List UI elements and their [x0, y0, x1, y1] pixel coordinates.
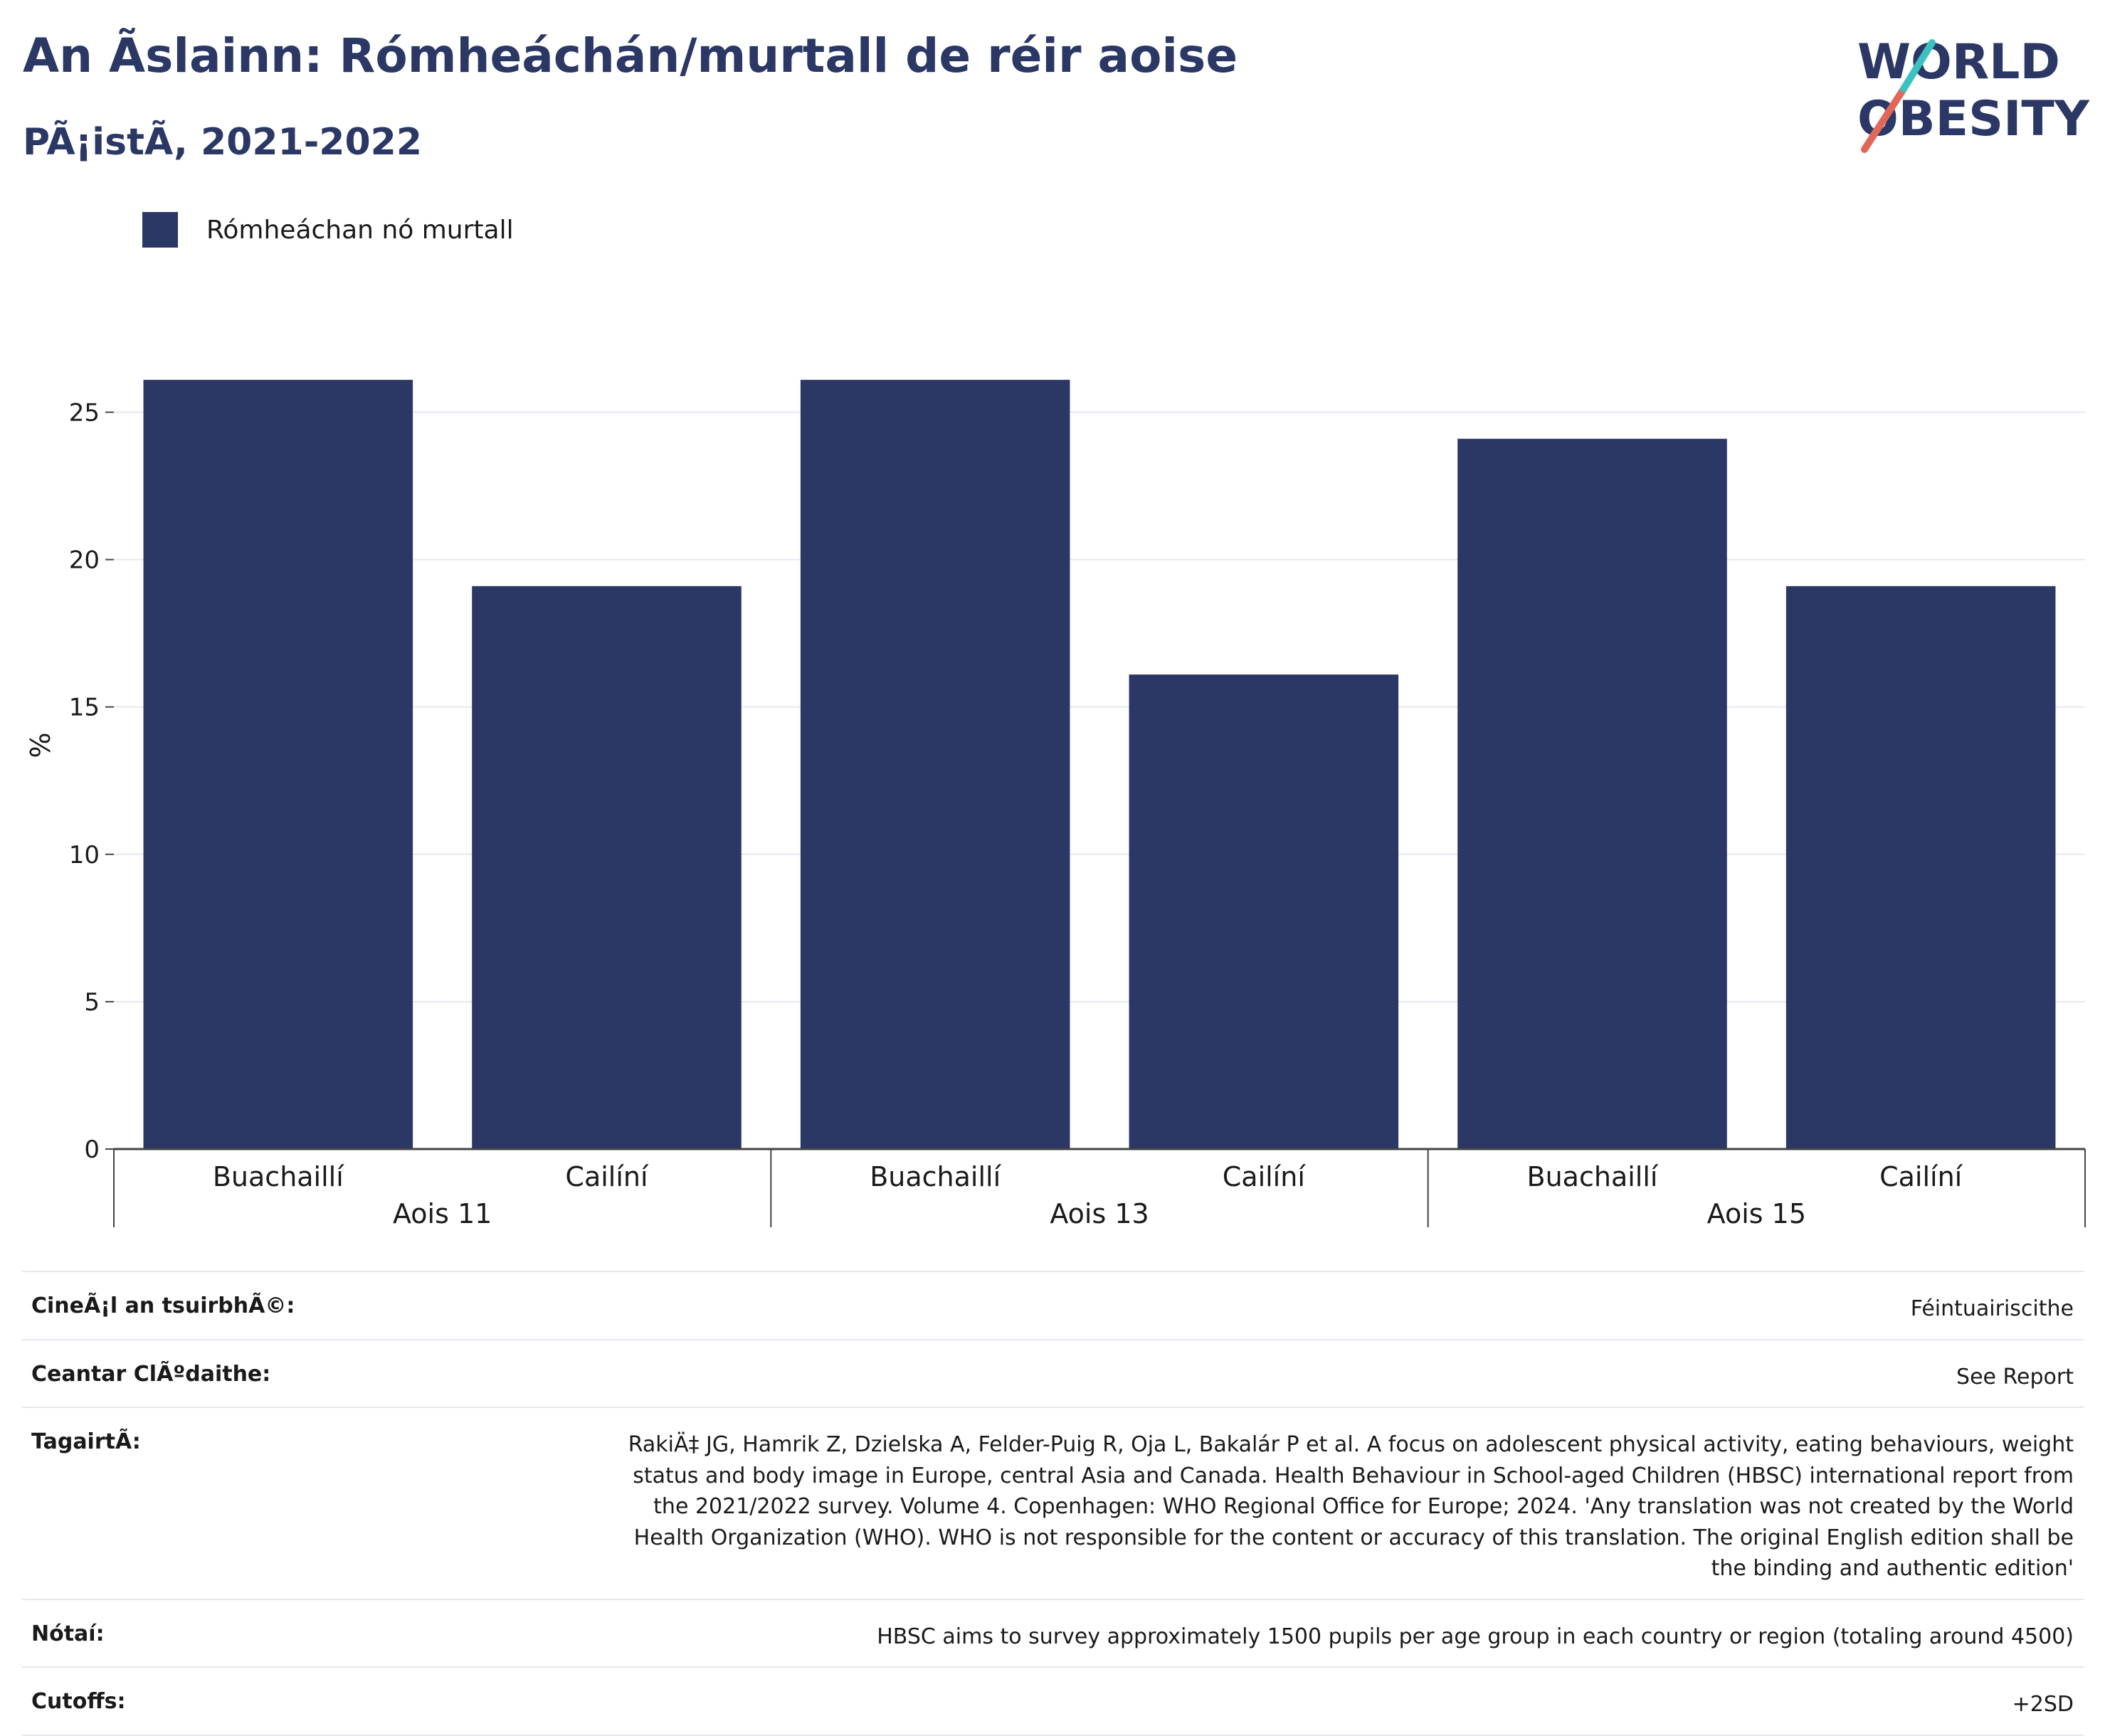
- bar-chart: 0 5 10 15 20 25% Buachaillí Cailíní Buachaillí Ca…: [25, 379, 2086, 1229]
- bar: [1129, 674, 1399, 1149]
- bar: [472, 586, 742, 1149]
- bar: [1785, 586, 2056, 1149]
- chart-title: An Ãslainn: Rómheáchán/murtall de réir a…: [23, 28, 1238, 83]
- bar: [143, 379, 413, 1149]
- y-tick-label: 5: [84, 988, 100, 1017]
- info-value: RakiÄ‡ JG, Hamrik Z, Dzielska A, Felder-…: [628, 1432, 2074, 1581]
- info-label: CineÃ¡l an tsuirbhÃ©:: [31, 1293, 295, 1318]
- info-value: HBSC aims to survey approximately 1500 p…: [877, 1624, 2074, 1649]
- group-label: Aois 13: [1050, 1198, 1149, 1229]
- info-value: See Report: [1956, 1364, 2074, 1390]
- group-label: Aois 11: [393, 1198, 492, 1229]
- bar: [1457, 438, 1727, 1149]
- y-tick-label: 15: [69, 694, 100, 722]
- info-table: CineÃ¡l an tsuirbhÃ©: Féintuairiscithe C…: [21, 1271, 2084, 1736]
- info-label: Ceantar ClÃºdaithe:: [31, 1361, 271, 1387]
- info-label: Cutoffs:: [31, 1689, 126, 1714]
- y-tick-label: 10: [69, 841, 100, 869]
- group-label: Aois 15: [1707, 1198, 1806, 1229]
- world-obesity-logo: WORLD OBESITY: [1857, 34, 2090, 153]
- info-label: TagairtÃ:: [31, 1429, 141, 1454]
- x-tick-label: Buachaillí: [870, 1161, 1001, 1192]
- legend: Rómheáchan nó murtall: [142, 212, 514, 248]
- bar: [800, 379, 1070, 1149]
- info-row-survey-type: CineÃ¡l an tsuirbhÃ©: Féintuairiscithe: [21, 1271, 2084, 1339]
- y-tick-label: 25: [69, 398, 100, 427]
- x-tick-label: Buachaillí: [1527, 1161, 1659, 1192]
- logo-line2: OBESITY: [1857, 91, 2090, 147]
- legend-label: Rómheáchan nó murtall: [206, 215, 514, 245]
- x-tick-label: Cailíní: [1223, 1161, 1307, 1192]
- info-row-reference: TagairtÃ: RakiÄ‡ JG, Hamrik Z, Dzielska …: [21, 1407, 2084, 1599]
- logo-line1: WORLD: [1857, 34, 2060, 90]
- legend-swatch: [142, 212, 178, 248]
- chart-subtitle: PÃ¡istÃ, 2021-2022: [23, 121, 423, 164]
- info-row-notes: Nótaí: HBSC aims to survey approximately…: [21, 1598, 2084, 1667]
- x-tick-label: Cailíní: [565, 1161, 649, 1192]
- y-tick-label: 20: [69, 546, 100, 575]
- y-axis-label: %: [25, 732, 56, 758]
- info-row-area-covered: Ceantar ClÃºdaithe: See Report: [21, 1338, 2084, 1407]
- info-value: +2SD: [2012, 1692, 2074, 1717]
- info-label: Nótaí:: [31, 1621, 105, 1646]
- y-tick-label: 0: [84, 1136, 100, 1164]
- info-row-cutoffs: Cutoffs: +2SD: [21, 1666, 2084, 1736]
- info-value: Féintuairiscithe: [1910, 1296, 2074, 1321]
- x-tick-label: Cailíní: [1879, 1161, 1963, 1192]
- x-tick-label: Buachaillí: [213, 1161, 344, 1192]
